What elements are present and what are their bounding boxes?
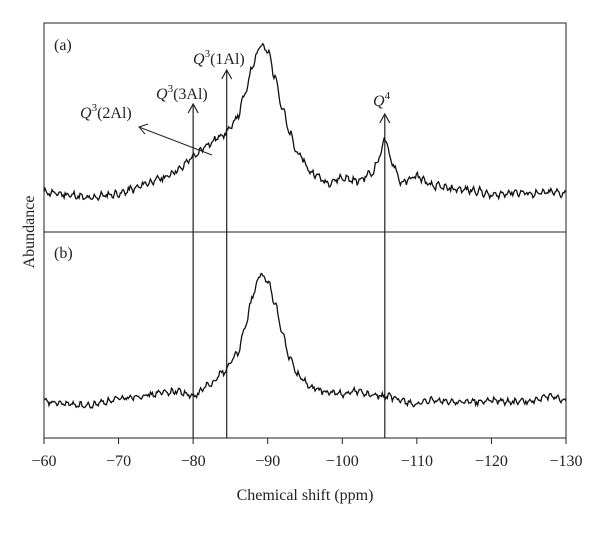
- x-tick-label: −90: [255, 453, 280, 470]
- panel-label-b: (b): [54, 245, 73, 262]
- arrowhead-q3-2al: [138, 123, 149, 135]
- annotation-q3-2al: Q3(2Al): [80, 102, 132, 122]
- reference-arrowhead: [379, 112, 391, 124]
- reference-arrowhead: [221, 68, 233, 80]
- annotation-q4: Q4: [373, 90, 391, 110]
- x-tick-label: −70: [106, 453, 131, 470]
- y-axis-title: Abundance: [21, 196, 38, 269]
- reference-lines: [187, 68, 391, 438]
- annotation-arrow-q3-2al: [138, 126, 213, 156]
- x-tick-label: −110: [401, 453, 433, 470]
- x-tick-label: −130: [549, 453, 582, 470]
- panel-label-a: (a): [54, 37, 72, 54]
- x-tick-label: −60: [31, 453, 56, 470]
- annotation-q3-3al: Q3(3Al): [156, 83, 208, 103]
- reference-arrowhead: [187, 102, 199, 114]
- x-axis-ticks: −60 −70 −80 −90 −100 −110 −120 −130: [31, 438, 583, 470]
- spectrum-line-panel-b: [43, 272, 567, 410]
- plot-frame: [43, 22, 567, 439]
- x-tick-label: −100: [326, 453, 359, 470]
- x-tick-label: −80: [181, 453, 206, 470]
- spectrum-line-panel-a: [43, 42, 567, 202]
- x-tick-label: −120: [475, 453, 508, 470]
- spectrum-curves: [43, 42, 567, 410]
- annotation-q3-1al: Q3(1Al): [193, 48, 245, 68]
- x-axis-title: Chemical shift (ppm): [237, 487, 374, 504]
